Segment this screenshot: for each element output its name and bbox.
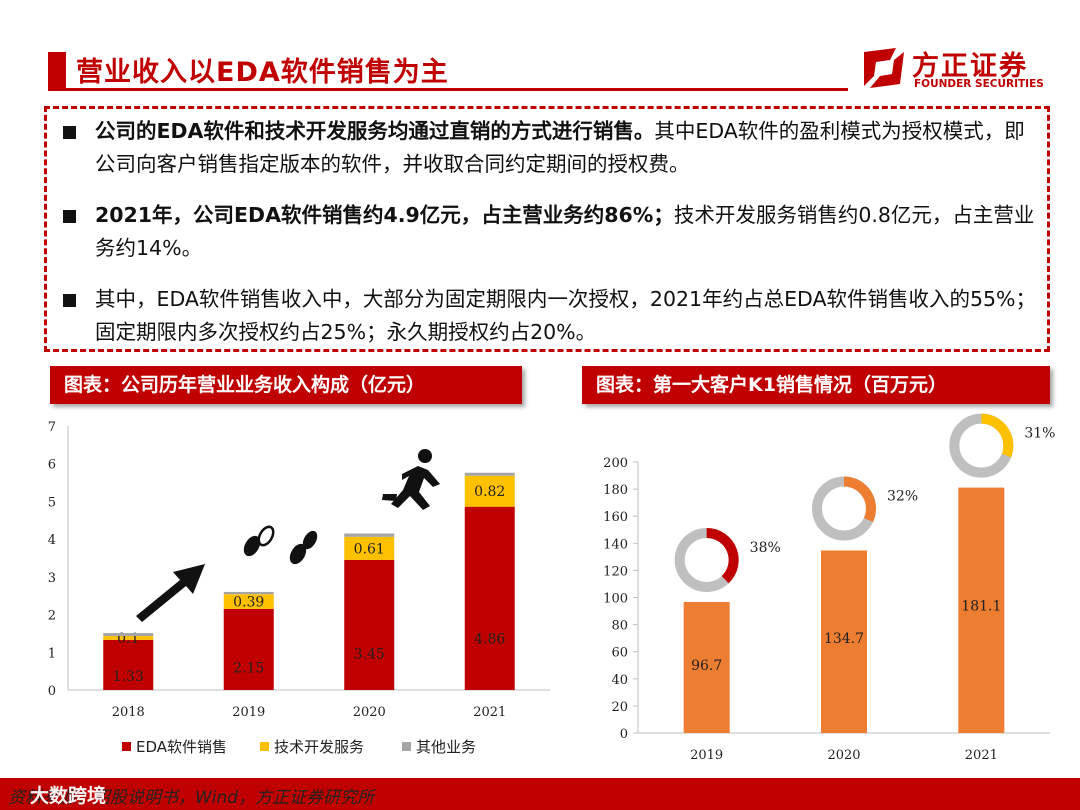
y-tick-label: 4 — [48, 533, 56, 548]
revenue-composition-chart: 0123456720181.330.120192.150.3920203.450… — [48, 420, 550, 756]
page-title: 营业收入以EDA软件销售为主 — [76, 57, 449, 88]
running-person-icon — [382, 449, 440, 510]
y-tick-label: 160 — [603, 510, 628, 525]
y-tick-label: 140 — [603, 537, 628, 552]
bar-segment — [344, 536, 395, 560]
legend-swatch — [260, 742, 269, 751]
bar-segment — [103, 639, 154, 690]
bar-segment — [464, 475, 515, 507]
title-underline — [48, 88, 848, 91]
y-tick-label: 60 — [611, 646, 628, 661]
bar-segment — [344, 533, 395, 537]
y-tick-label: 7 — [48, 420, 56, 435]
y-tick-label: 2 — [48, 609, 56, 624]
y-tick-label: 80 — [611, 619, 628, 634]
bullet-text: 其中，EDA软件销售收入中，大部分为固定期限内一次授权，2021年约占总EDA软… — [95, 287, 1037, 344]
donut-share-arc — [843, 476, 876, 523]
data-label: 2.15 — [233, 660, 264, 676]
donut-share-arc — [706, 527, 739, 584]
x-tick-label: 2018 — [112, 705, 145, 720]
legend-swatch — [402, 742, 411, 751]
bar-segment — [223, 608, 274, 690]
title-accent-bar — [48, 52, 66, 88]
x-tick-label: 2020 — [827, 748, 860, 763]
footer-bar: 资料来源：招股说明书，Wind，方正证券研究所 大数跨境 — [0, 778, 1080, 810]
bullet-text: 其中EDA软件的盈利模式为授权模式，即公司向客户销售指定版本的软件，并收取合同约… — [95, 119, 1025, 176]
donut-share-label: 38% — [750, 540, 781, 556]
footprints-icon — [243, 525, 318, 565]
donut-share-label: 31% — [1024, 426, 1055, 442]
bar-segment — [344, 559, 395, 690]
bullet-bold-text: 2021年，公司EDA软件销售约4.9亿元，占主营业务约86%； — [95, 203, 674, 227]
y-tick-label: 120 — [603, 564, 628, 579]
data-label: 3.45 — [354, 647, 385, 663]
bullet-square-icon — [63, 294, 76, 307]
y-tick-label: 180 — [603, 483, 628, 498]
right-chart-title: 图表：第一大客户K1销售情况（百万元） — [582, 366, 1050, 404]
y-tick-label: 0 — [48, 684, 56, 699]
legend-label: 技术开发服务 — [274, 738, 364, 756]
bar-segment — [464, 506, 515, 690]
data-label: 0.39 — [233, 595, 264, 611]
data-label: 0.82 — [474, 484, 505, 500]
data-label: 134.7 — [824, 631, 864, 647]
source-note: 资料来源：招股说明书，Wind，方正证券研究所 — [8, 788, 375, 808]
top-customer-sales-chart: 0 20 40 60 80 100 120 140 160 180 200 96.7 2019 38% 13… — [603, 413, 1055, 763]
bar — [958, 487, 1005, 733]
y-tick-label: 1 — [48, 646, 56, 661]
bar — [821, 550, 867, 733]
data-label: 4.86 — [474, 632, 505, 648]
bar-segment — [223, 591, 274, 595]
summary-box: 公司的EDA软件和技术开发服务均通过直销的方式进行销售。其中EDA软件的盈利模式… — [44, 106, 1050, 352]
bar-segment — [103, 633, 154, 637]
y-tick-label: 20 — [611, 700, 628, 715]
y-tick-label: 0 — [620, 727, 628, 742]
data-label: 181.1 — [961, 598, 1001, 614]
y-tick-label: 3 — [48, 571, 56, 586]
donut-share-arc — [981, 413, 1014, 458]
x-tick-label: 2019 — [232, 705, 265, 720]
bullet-text: 技术开发服务销售约0.8亿元，占主营业务约14%。 — [95, 203, 1035, 260]
bullet-square-icon — [63, 126, 76, 139]
x-tick-label: 2021 — [473, 705, 506, 720]
data-label: 0.61 — [354, 541, 385, 557]
x-tick-label: 2021 — [965, 748, 998, 763]
bar — [683, 601, 730, 733]
trend-arrow-icon — [136, 564, 205, 622]
bullet-square-icon — [63, 210, 76, 223]
x-tick-label: 2019 — [690, 748, 723, 763]
legend-label: EDA软件销售 — [136, 738, 227, 756]
bar-segment — [103, 636, 154, 640]
company-logo: 方正证券 FOUNDER SECURITIES — [862, 44, 1052, 94]
y-tick-label: 200 — [603, 456, 628, 471]
legend-swatch — [122, 742, 131, 751]
data-label: 1.33 — [113, 669, 144, 685]
y-tick-label: 5 — [48, 495, 56, 510]
donut-share-label: 32% — [887, 488, 918, 504]
left-chart-title: 图表：公司历年营业业务收入构成（亿元） — [50, 366, 522, 404]
y-tick-label: 100 — [603, 592, 628, 607]
y-tick-label: 6 — [48, 458, 56, 473]
bar-segment — [464, 472, 515, 476]
legend-label: 其他业务 — [416, 738, 476, 756]
logo-name: 方正证券 — [912, 51, 1028, 82]
bar-segment — [223, 594, 274, 609]
x-tick-label: 2020 — [353, 705, 386, 720]
data-label: 96.7 — [691, 658, 722, 674]
bullet-bold-text: 公司的EDA软件和技术开发服务均通过直销的方式进行销售。 — [95, 119, 655, 143]
watermark: 大数跨境 — [30, 785, 107, 807]
y-tick-label: 40 — [611, 673, 628, 688]
logo-english-name: FOUNDER SECURITIES — [914, 78, 1044, 90]
logo-mark-icon — [864, 48, 904, 88]
